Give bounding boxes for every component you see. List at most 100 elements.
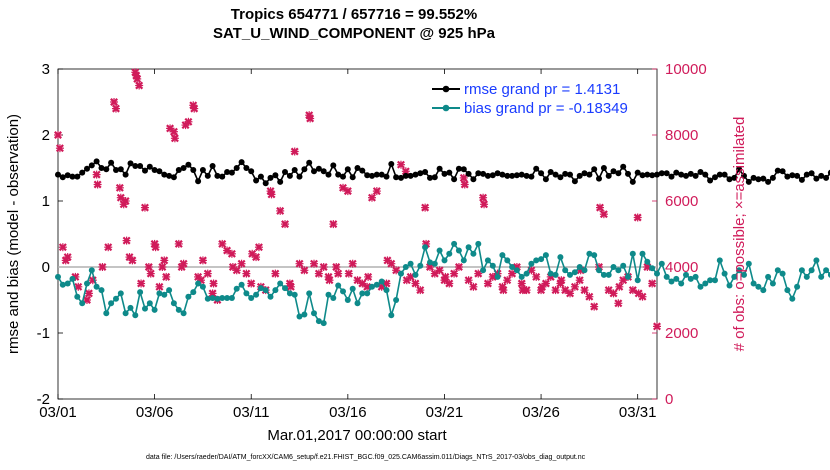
bias-point	[808, 267, 815, 274]
obs-count-marker	[334, 269, 343, 278]
obs-count-marker	[551, 286, 560, 295]
bias-point	[625, 273, 631, 280]
rmse-point	[465, 170, 472, 177]
obs-count-marker	[532, 272, 541, 281]
rmse-point	[460, 166, 467, 173]
obs-count-marker	[267, 190, 276, 199]
bias-point	[431, 260, 438, 267]
rmse-point	[755, 176, 762, 183]
bias-point	[209, 295, 216, 301]
bias-point	[721, 270, 728, 277]
bias-point	[741, 271, 747, 278]
obs-count-marker	[638, 292, 647, 301]
bias-point	[180, 310, 187, 317]
bias-point	[750, 280, 757, 287]
bias-point	[98, 287, 105, 294]
bias-point	[702, 280, 709, 287]
rmse-point	[794, 172, 801, 179]
obs-count-marker	[653, 322, 661, 331]
rmse-point	[591, 166, 598, 173]
rmse-point	[625, 170, 631, 177]
obs-count-marker	[367, 193, 376, 202]
bias-point	[398, 270, 404, 277]
bias-point	[306, 290, 313, 297]
bias-point	[127, 304, 134, 311]
bias-point	[654, 270, 660, 277]
bias-point	[784, 287, 791, 294]
obs-count-marker	[115, 183, 124, 192]
rmse-point	[827, 169, 830, 176]
obs-count-marker	[585, 292, 594, 301]
rmse-point	[306, 159, 313, 166]
obs-count-marker	[155, 282, 164, 291]
rmse-point	[494, 170, 501, 177]
rmse-point	[813, 175, 820, 182]
bias-point	[513, 267, 520, 274]
bias-point	[137, 289, 144, 296]
bias-point	[286, 290, 293, 297]
rmse-point	[330, 162, 337, 169]
rmse-point	[151, 167, 158, 173]
rmse-point	[127, 160, 134, 167]
obs-count-marker	[460, 180, 469, 189]
rmse-point	[620, 163, 627, 170]
rmse-point	[79, 169, 86, 176]
bias-point	[272, 287, 279, 294]
rmse-point	[760, 175, 767, 182]
bias-point	[673, 275, 680, 282]
bias-point	[257, 285, 264, 292]
x-tick-label: 03/16	[329, 404, 367, 421]
obs-count-marker	[276, 206, 285, 215]
rmse-point	[784, 173, 791, 180]
rmse-point	[750, 174, 757, 181]
bias-point	[509, 264, 516, 270]
obs-count-marker	[170, 134, 179, 143]
obs-count-marker	[104, 243, 113, 252]
rmse-point	[803, 171, 810, 178]
rmse-point	[446, 169, 453, 176]
rmse-point	[388, 161, 395, 167]
y-tick-label-right: 2000	[665, 325, 698, 342]
bias-point	[542, 252, 549, 259]
obs-count-marker	[271, 269, 280, 278]
bias-point	[228, 295, 235, 301]
rmse-point	[364, 172, 371, 179]
ticks-layer: 03/01 03/06 03/11 03/16 03/21 03/26 03/31 -2 -1 0…	[37, 61, 707, 421]
obs-count-marker	[93, 180, 102, 189]
obs-count-marker	[332, 263, 341, 271]
data-file-footnote: data file: /Users/raeder/DAI/ATM_forcXX/…	[146, 454, 586, 461]
rmse-point	[533, 165, 540, 172]
bias-point	[441, 257, 448, 264]
rmse-point	[228, 169, 235, 176]
bias-point	[557, 254, 564, 261]
rmse-point	[552, 171, 559, 178]
rmse-point	[315, 165, 322, 172]
y-tick-label-left: 2	[42, 127, 50, 144]
bias-point	[658, 260, 665, 267]
obs-count-marker	[133, 74, 142, 83]
bias-point	[175, 306, 182, 313]
bias-point	[262, 287, 269, 294]
obs-count-marker	[290, 147, 299, 156]
obs-count-marker	[137, 279, 146, 288]
rmse-point	[673, 169, 680, 176]
obs-count-marker	[158, 263, 167, 271]
obs-count-marker	[198, 256, 207, 265]
bias-point	[774, 267, 781, 274]
obs-count-marker	[190, 104, 199, 113]
obs-count-marker	[469, 282, 478, 291]
obs-count-marker	[522, 286, 531, 295]
bias-point	[369, 283, 375, 290]
rmse-point	[489, 172, 496, 179]
obs-count-marker	[595, 203, 604, 212]
bias-point	[422, 244, 429, 251]
bias-point	[731, 273, 738, 280]
bias-point	[639, 250, 646, 257]
bias-point	[93, 283, 100, 290]
bias-point	[359, 290, 366, 297]
rmse-point	[678, 171, 685, 178]
obs-count-marker	[306, 114, 315, 123]
bias-point	[132, 312, 139, 319]
obs-count-marker	[566, 289, 575, 298]
rmse-point	[571, 178, 578, 185]
